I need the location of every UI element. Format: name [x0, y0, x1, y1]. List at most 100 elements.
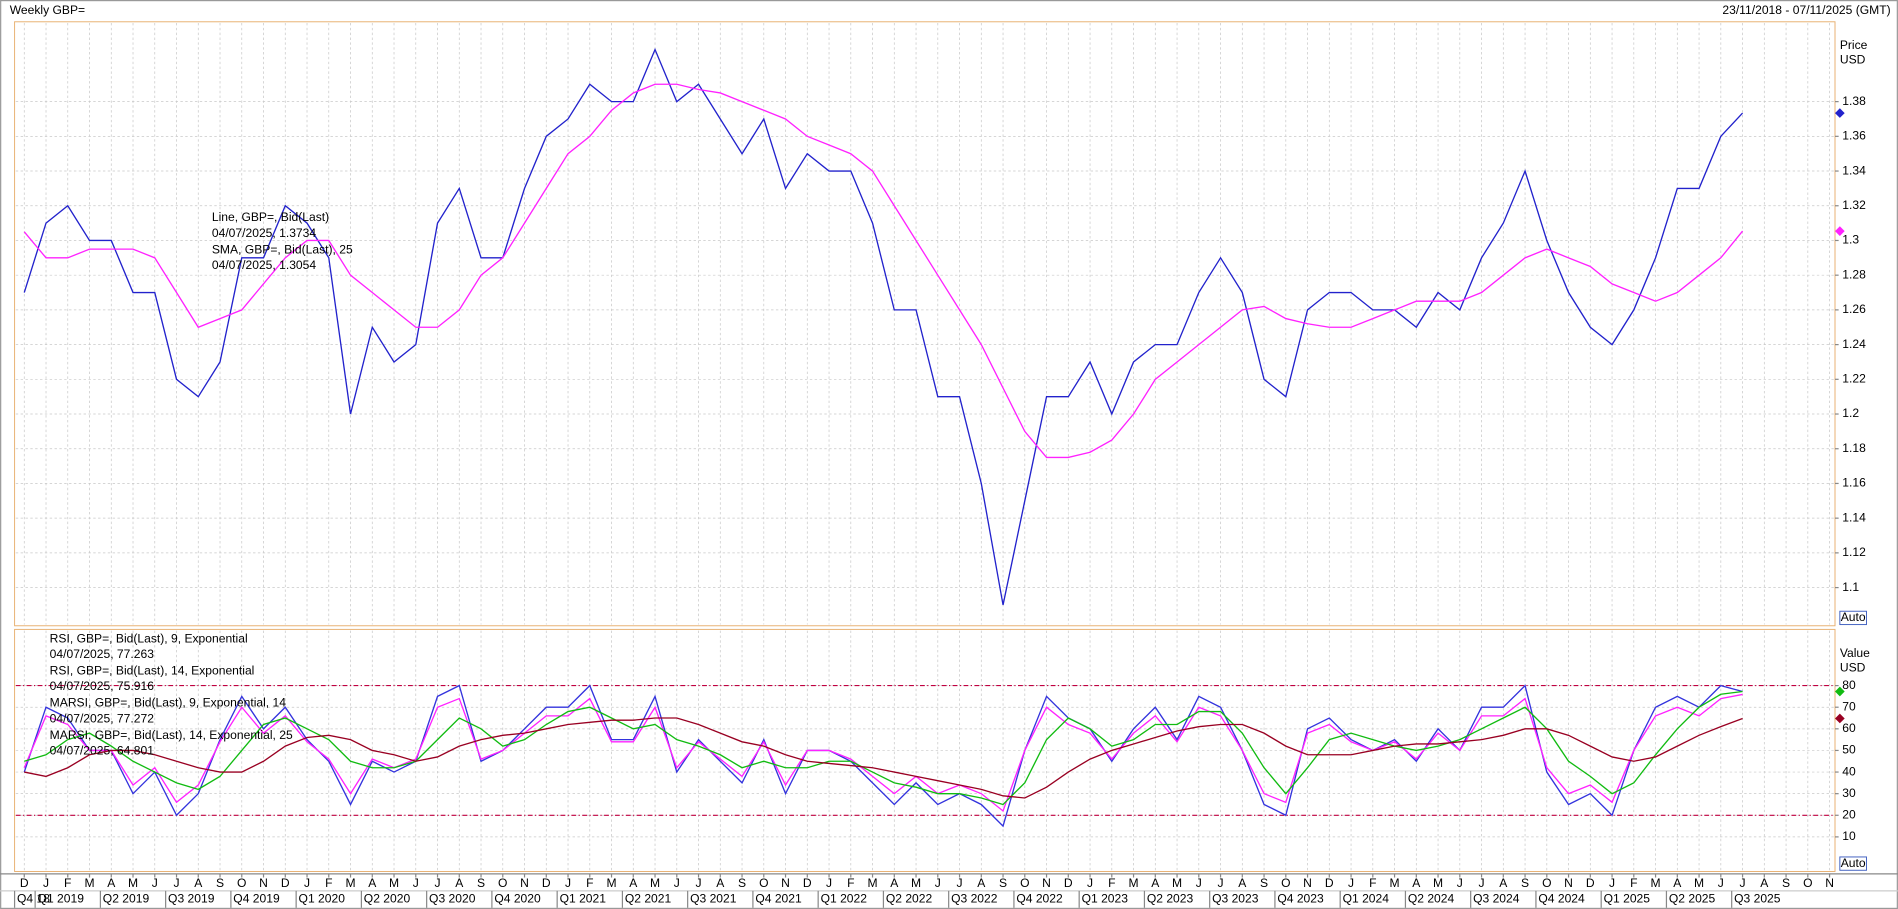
y-tick-label: 1.24	[1842, 337, 1866, 351]
x-month-label: J	[304, 876, 310, 890]
auto-button[interactable]	[1839, 856, 1867, 871]
y-tick-label: 10	[1842, 829, 1856, 843]
x-month-label: M	[1390, 876, 1400, 890]
auto-button-label[interactable]: Auto	[1841, 856, 1866, 870]
x-month-label: O	[1803, 876, 1812, 890]
x-month-label: J	[173, 876, 179, 890]
x-month-label: D	[803, 876, 812, 890]
y-tick-label: 1.12	[1842, 545, 1866, 559]
legend-name: SMA, GBP=, Bid(Last), 25	[212, 242, 353, 256]
x-month-label: J	[674, 876, 680, 890]
x-month-label: D	[1586, 876, 1595, 890]
x-month-label: J	[1740, 876, 1746, 890]
x-month-label: A	[1673, 876, 1682, 890]
x-quarter-label: Q2 2025	[1669, 892, 1716, 906]
y-tick-label: 1.1	[1842, 580, 1859, 594]
x-month-label: D	[1064, 876, 1073, 890]
x-month-label: S	[1521, 876, 1529, 890]
y-tick-label: 70	[1842, 699, 1856, 713]
x-quarter-label: Q2 2021	[625, 892, 672, 906]
x-month-label: M	[606, 876, 616, 890]
x-month-label: J	[565, 876, 571, 890]
y-tick-label: 50	[1842, 743, 1856, 757]
x-month-label: M	[1172, 876, 1182, 890]
x-month-label: M	[650, 876, 660, 890]
x-month-label: M	[868, 876, 878, 890]
x-quarter-label: Q1 2025	[1604, 892, 1651, 906]
x-month-label: J	[935, 876, 941, 890]
y-tick-label: 1.36	[1842, 129, 1866, 143]
x-month-label: M	[345, 876, 355, 890]
x-quarter-label: Q1 2022	[821, 892, 868, 906]
x-month-label: N	[781, 876, 790, 890]
y-tick-label: 1.22	[1842, 372, 1866, 386]
y-tick-label: 1.2	[1842, 406, 1859, 420]
y-tick-label: 1.34	[1842, 163, 1866, 177]
x-month-label: N	[520, 876, 529, 890]
x-month-label: S	[738, 876, 746, 890]
x-month-label: J	[43, 876, 49, 890]
x-month-label: F	[1108, 876, 1115, 890]
y-tick-label: 1.14	[1842, 510, 1866, 524]
x-quarter-label: Q4 2023	[1277, 892, 1324, 906]
legend-detail: 04/07/2025, 75.916	[50, 679, 155, 693]
x-month-label: A	[368, 876, 377, 890]
x-month-label: N	[1042, 876, 1051, 890]
x-quarter-label: Q4 2019	[233, 892, 280, 906]
x-month-label: F	[847, 876, 854, 890]
x-quarter-label: Q4 2022	[1016, 892, 1063, 906]
last-value-marker	[1835, 686, 1845, 697]
axis-label: Value	[1840, 646, 1870, 660]
x-month-label: A	[1499, 876, 1508, 890]
y-tick-label: 1.38	[1842, 94, 1866, 108]
auto-button-label[interactable]: Auto	[1841, 610, 1866, 624]
x-month-label: J	[1196, 876, 1202, 890]
axis-label: Price	[1840, 38, 1868, 52]
date-range: 23/11/2018 - 07/11/2025 (GMT)	[1722, 3, 1890, 17]
x-month-label: J	[435, 876, 441, 890]
y-tick-label: 40	[1842, 764, 1856, 778]
x-month-label: F	[1369, 876, 1376, 890]
x-quarter-label: Q2 2019	[103, 892, 150, 906]
x-quarter-label: Q2 2022	[886, 892, 933, 906]
x-month-label: D	[542, 876, 551, 890]
x-month-label: A	[629, 876, 638, 890]
x-month-label: S	[1782, 876, 1790, 890]
x-month-label: S	[1260, 876, 1268, 890]
x-quarter-label: Q4 18	[17, 892, 50, 906]
x-month-label: J	[1218, 876, 1224, 890]
y-tick-label: 1.3	[1842, 233, 1859, 247]
x-month-label: O	[1020, 876, 1029, 890]
x-month-label: A	[107, 876, 116, 890]
x-month-label: M	[911, 876, 921, 890]
x-month-label: O	[1542, 876, 1551, 890]
x-month-label: A	[455, 876, 464, 890]
x-month-label: N	[1825, 876, 1834, 890]
x-quarter-label: Q1 2023	[1082, 892, 1129, 906]
y-tick-label: 30	[1842, 786, 1856, 800]
x-quarter-label: Q3 2025	[1734, 892, 1781, 906]
legend-detail: 04/07/2025, 64.801	[50, 744, 155, 758]
x-month-label: F	[586, 876, 593, 890]
legend-name: Line, GBP=, Bid(Last)	[212, 210, 329, 224]
last-value-marker	[1835, 713, 1845, 724]
x-month-label: A	[716, 876, 725, 890]
legend-detail: 04/07/2025, 1.3734	[212, 226, 317, 240]
x-month-label: M	[128, 876, 138, 890]
x-month-label: M	[84, 876, 94, 890]
x-month-label: A	[1238, 876, 1247, 890]
auto-button[interactable]	[1839, 610, 1867, 626]
x-month-label: J	[1087, 876, 1093, 890]
x-month-label: D	[1325, 876, 1334, 890]
legend-name: RSI, GBP=, Bid(Last), 9, Exponential	[50, 631, 248, 645]
axis-unit: USD	[1840, 53, 1866, 67]
x-month-label: D	[20, 876, 29, 890]
x-quarter-label: Q3 2020	[429, 892, 476, 906]
x-quarter-label: Q3 2024	[1473, 892, 1520, 906]
x-month-label: N	[1564, 876, 1573, 890]
x-month-label: J	[1609, 876, 1615, 890]
legend-name: MARSI, GBP=, Bid(Last), 9, Exponential, …	[50, 696, 287, 710]
x-month-label: S	[999, 876, 1007, 890]
y-tick-label: 60	[1842, 721, 1856, 735]
